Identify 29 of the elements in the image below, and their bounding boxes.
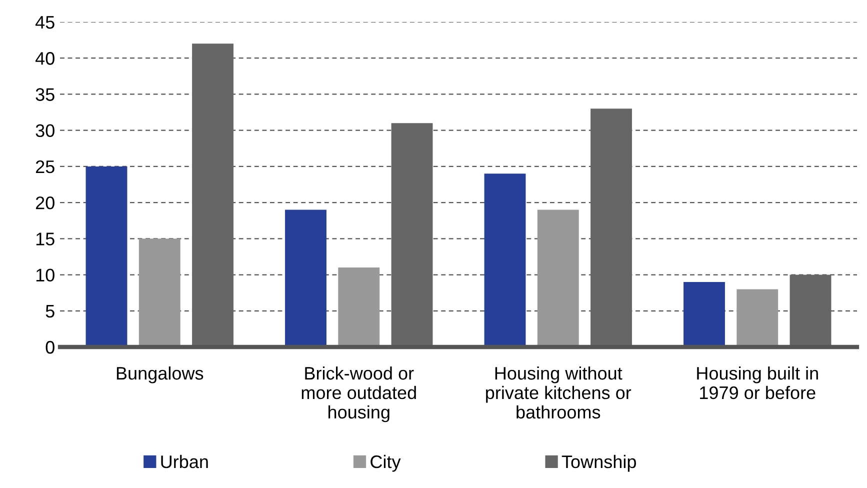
y-tick-label: 25	[36, 160, 54, 174]
legend-label: Township	[562, 454, 636, 472]
bar	[192, 44, 234, 347]
y-tick-label: 30	[36, 124, 54, 138]
y-tick-label: 15	[36, 232, 54, 246]
x-tick-label: Housing without private kitchens or bathrooms	[486, 366, 632, 419]
legend-label: Urban	[161, 454, 208, 468]
x-tick-label: Housing built in 1979 or before	[697, 366, 818, 400]
bar	[391, 123, 433, 347]
y-tick-label: 0	[46, 340, 54, 354]
y-tick-label: 10	[36, 268, 54, 282]
y-tick-label: 5	[46, 305, 54, 318]
bar	[484, 174, 526, 347]
bar	[86, 166, 128, 347]
legend-label: City	[370, 454, 401, 472]
y-tick-label: 45	[35, 16, 54, 29]
bar	[338, 268, 380, 347]
bar	[285, 210, 326, 347]
bar	[537, 210, 579, 347]
bar	[138, 238, 180, 347]
y-tick-label: 40	[35, 52, 54, 65]
bar	[684, 282, 725, 347]
bar	[590, 108, 632, 347]
y-tick-label: 35	[36, 88, 54, 101]
y-tick-label: 20	[36, 196, 54, 210]
bar	[790, 274, 832, 347]
x-tick-label: Brick-wood or more outdated housing	[302, 366, 416, 422]
x-tick-label: Bungalows	[116, 366, 204, 384]
bar	[736, 289, 778, 347]
